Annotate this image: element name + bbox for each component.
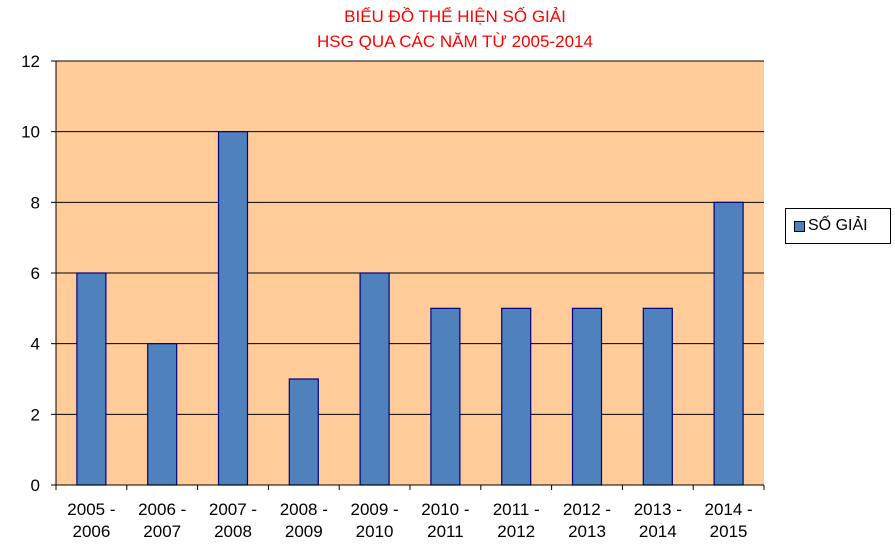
chart-title-line-1: BIỂU ĐỒ THỂ HIỆN SỐ GIẢI: [344, 6, 566, 26]
bar: [642, 307, 673, 486]
bar: [571, 307, 603, 486]
y-tick-label: 4: [31, 335, 40, 354]
bars: [76, 131, 744, 486]
bar: [359, 272, 390, 486]
y-tick-label: 12: [21, 52, 40, 71]
bar: [430, 307, 461, 486]
y-tick-label: 10: [21, 123, 40, 142]
x-tick-label: 2013 -2014: [634, 500, 682, 541]
legend-swatch: [794, 220, 805, 232]
x-tick-label: 2010 -2011: [421, 500, 469, 541]
bar: [713, 201, 744, 486]
y-tick-label: 8: [31, 193, 40, 212]
bar: [147, 343, 178, 486]
x-tick-label: 2006 -2007: [138, 500, 186, 541]
chart-title-line-2: HSG QUA CÁC NĂM TỪ 2005-2014: [317, 32, 593, 51]
bar: [501, 307, 532, 486]
y-tick-label: 2: [31, 405, 40, 424]
bar: [76, 272, 107, 486]
bar: [288, 378, 319, 486]
x-tick-label: 2011 -2012: [493, 500, 540, 541]
x-tick-label: 2007 -2008: [209, 500, 257, 541]
x-tick-label: 2014 -2015: [704, 500, 752, 541]
legend-label: SỐ GIẢI: [808, 217, 868, 234]
y-axis-ticks: 0 2 4 6 8 10 12: [21, 52, 56, 495]
x-axis-ticks: 2005 -2006 2006 -2007 2007 -2008 2008 -2009…: [55, 485, 765, 541]
legend: SỐ GIẢI: [785, 208, 891, 244]
y-tick-label: 0: [31, 476, 40, 495]
x-tick-label: 2012 -2013: [563, 500, 611, 541]
y-tick-label: 6: [31, 264, 40, 283]
x-tick-label: 2008 -2009: [280, 500, 328, 541]
x-tick-label: 2005 -2006: [67, 500, 115, 541]
bar: [217, 131, 249, 486]
x-tick-label: 2009 -2010: [350, 500, 398, 541]
